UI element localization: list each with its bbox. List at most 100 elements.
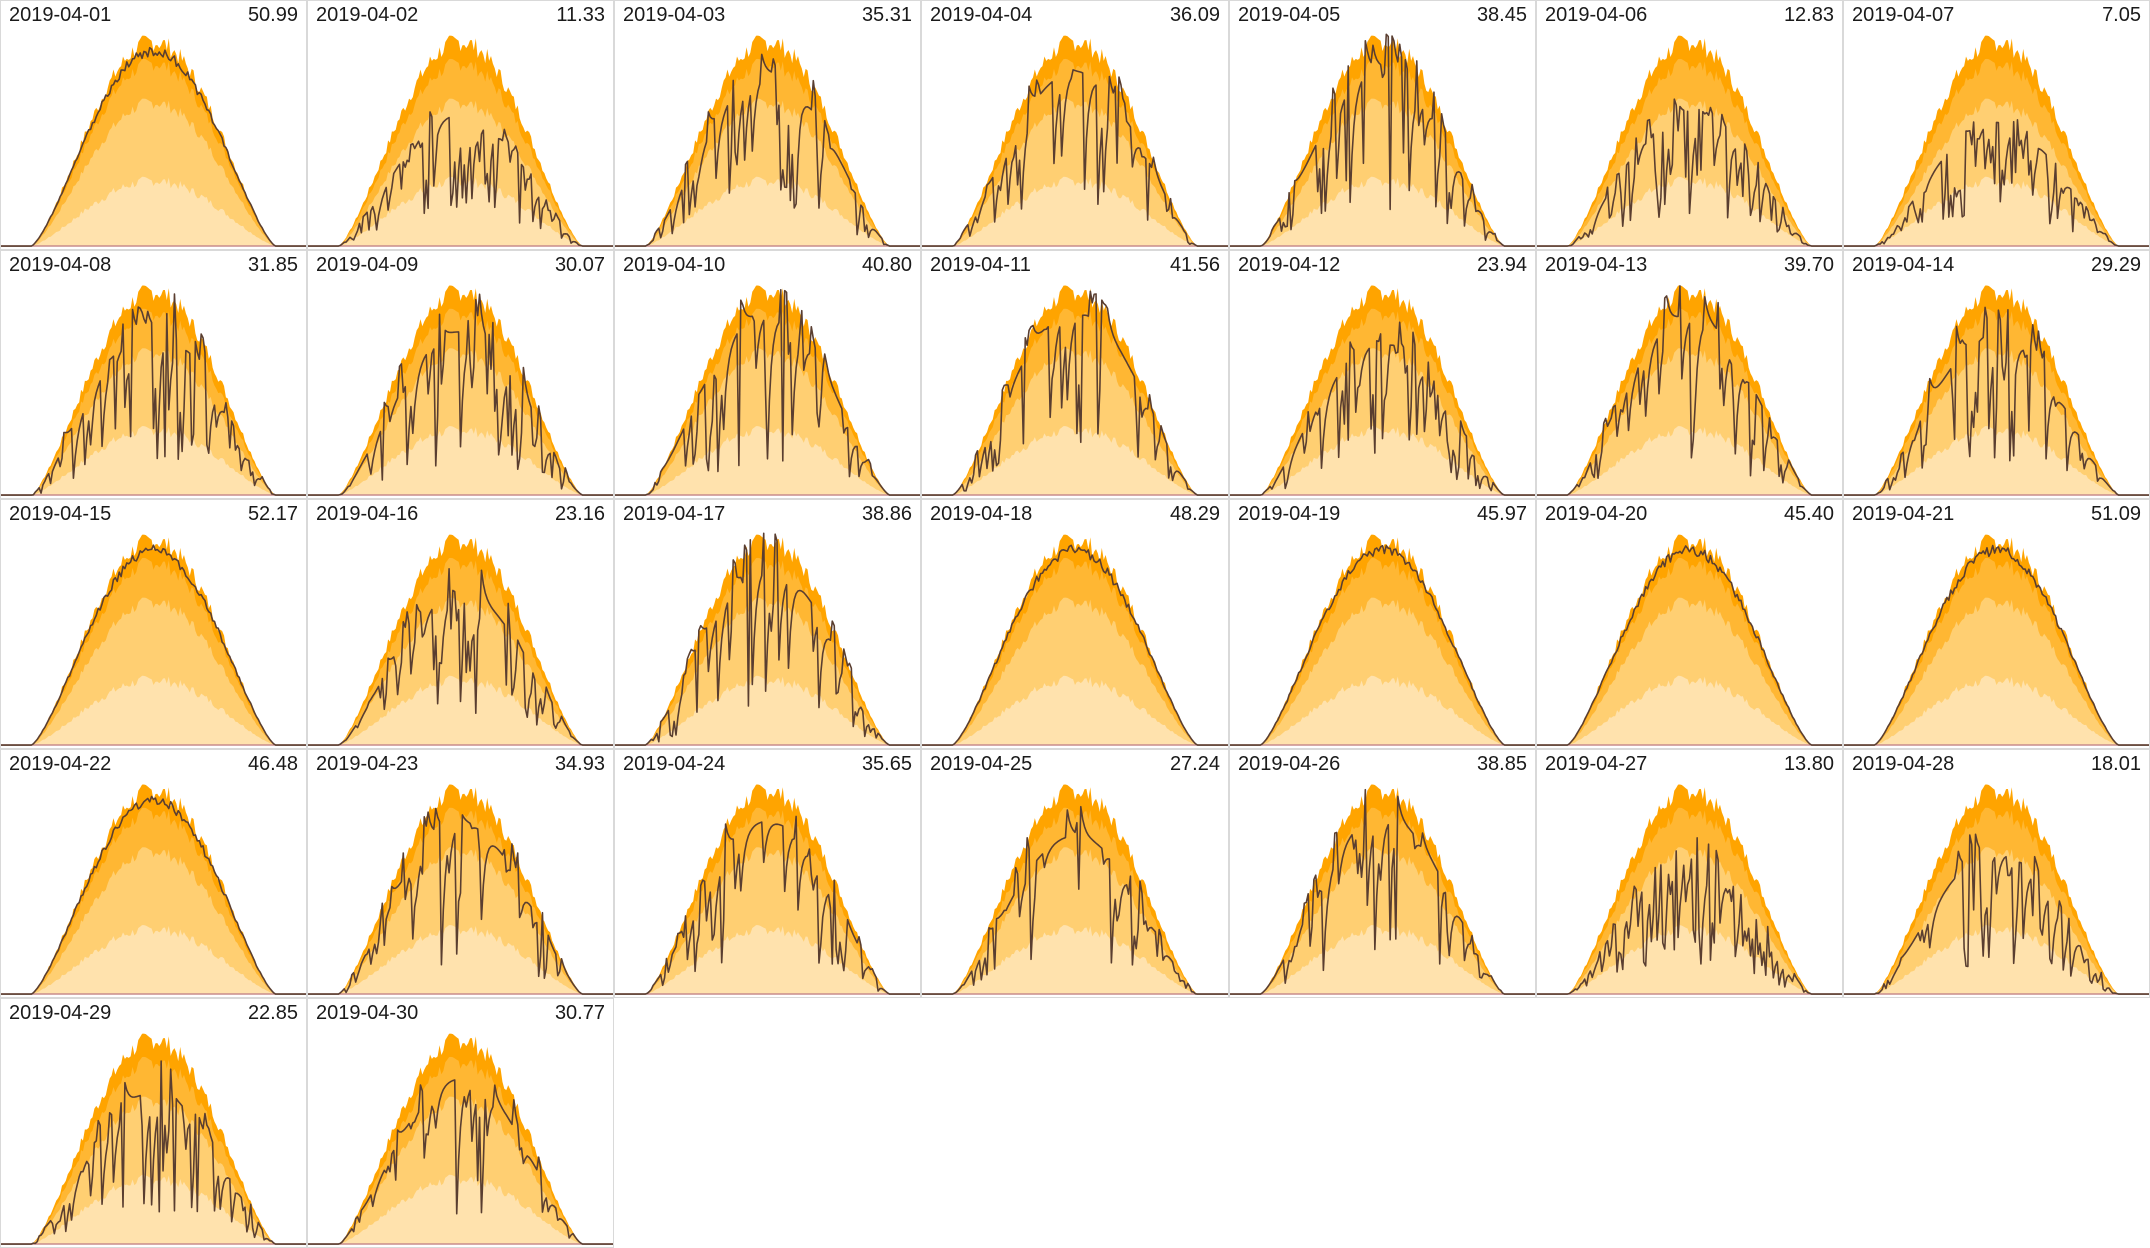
actual-production-line	[1844, 544, 2149, 746]
day-date-label: 2019-04-20	[1545, 503, 1648, 525]
day-total-label: 27.24	[1169, 753, 1220, 775]
day-panel: 2019-04-08 31.85	[0, 250, 307, 499]
day-chart	[1844, 534, 2149, 746]
actual-production-line	[1537, 98, 1842, 247]
actual-production-line	[922, 544, 1228, 746]
day-date-label: 2019-04-28	[1852, 753, 1955, 775]
actual-production-line	[1537, 285, 1842, 496]
day-chart	[1537, 285, 1842, 496]
day-panel: 2019-04-02 11.33	[307, 0, 614, 250]
day-total-label: 46.48	[247, 753, 298, 775]
day-date-label: 2019-04-01	[9, 4, 112, 26]
actual-production-line	[1, 795, 306, 995]
day-panel: 2019-04-14 29.29	[1843, 250, 2150, 499]
day-total-label: 11.33	[556, 4, 605, 26]
band-p75-area	[922, 597, 1228, 746]
day-chart	[1, 35, 306, 247]
day-date-label: 2019-04-10	[623, 254, 726, 276]
day-chart	[1844, 285, 2149, 496]
day-date-label: 2019-04-15	[9, 503, 112, 525]
day-panel: 2019-04-19 45.97	[1229, 499, 1536, 749]
day-chart	[615, 35, 920, 247]
day-date-label: 2019-04-07	[1852, 4, 1955, 26]
band-p75-area	[1844, 847, 2149, 995]
day-chart	[1, 534, 306, 746]
band-p25-area	[308, 1174, 613, 1245]
day-total-label: 40.80	[861, 254, 912, 276]
day-date-label: 2019-04-17	[623, 503, 726, 525]
day-total-label: 35.65	[861, 753, 912, 775]
day-chart	[308, 1033, 613, 1245]
actual-production-line	[922, 69, 1228, 247]
day-panel: 2019-04-01 50.99	[0, 0, 307, 250]
actual-production-line	[1, 544, 306, 746]
band-p75-area	[1, 597, 306, 746]
day-total-label: 48.29	[1169, 503, 1220, 525]
band-p25-area	[1537, 426, 1842, 496]
day-panel: 2019-04-30 30.77	[307, 998, 614, 1248]
band-p25-area	[1230, 925, 1535, 995]
band-p25-area	[1, 176, 306, 247]
day-date-label: 2019-04-27	[1545, 753, 1648, 775]
day-panel: 2019-04-09 30.07	[307, 250, 614, 499]
day-chart	[922, 285, 1228, 496]
day-total-label: 13.80	[1783, 753, 1834, 775]
day-chart	[1230, 285, 1535, 496]
day-total-label: 22.85	[247, 1002, 298, 1024]
day-date-label: 2019-04-06	[1545, 4, 1648, 26]
day-panel: 2019-04-18 48.29	[921, 499, 1229, 749]
band-p75-area	[1537, 597, 1842, 746]
actual-production-line	[1230, 544, 1535, 746]
day-date-label: 2019-04-23	[316, 753, 419, 775]
day-chart	[1844, 35, 2149, 247]
band-p25-area	[1, 675, 306, 746]
day-panel: 2019-04-24 35.65	[614, 749, 921, 998]
actual-production-line	[308, 567, 613, 746]
band-p75-area	[308, 1096, 613, 1245]
day-panel: 2019-04-16 23.16	[307, 499, 614, 749]
band-p25-area	[922, 925, 1228, 995]
day-date-label: 2019-04-11	[930, 254, 1031, 276]
day-chart	[615, 784, 920, 995]
day-chart	[1537, 35, 1842, 247]
day-panel: 2019-04-21 51.09	[1843, 499, 2150, 749]
actual-production-line	[1844, 833, 2149, 995]
day-chart	[1230, 784, 1535, 995]
day-panel: 2019-04-23 34.93	[307, 749, 614, 998]
band-p75-area	[922, 98, 1228, 247]
day-date-label: 2019-04-29	[9, 1002, 112, 1024]
actual-production-line	[922, 805, 1228, 995]
day-chart	[922, 35, 1228, 247]
actual-production-line	[615, 815, 920, 995]
day-date-label: 2019-04-30	[316, 1002, 419, 1024]
band-p25-area	[1, 925, 306, 995]
band-p25-area	[1844, 426, 2149, 496]
band-p25-area	[308, 176, 613, 247]
day-panel: 2019-04-04 36.09	[921, 0, 1229, 250]
day-total-label: 45.97	[1476, 503, 1527, 525]
day-panel: 2019-04-15 52.17	[0, 499, 307, 749]
actual-production-line	[308, 111, 613, 247]
day-date-label: 2019-04-04	[930, 4, 1033, 26]
day-total-label: 51.09	[2090, 503, 2141, 525]
band-p75-area	[1, 98, 306, 247]
day-chart	[1, 1033, 306, 1245]
day-chart	[922, 534, 1228, 746]
actual-production-line	[1, 293, 306, 496]
day-total-label: 30.07	[554, 254, 605, 276]
actual-production-line	[615, 288, 920, 496]
band-p75-area	[1230, 98, 1535, 247]
band-p25-area	[308, 426, 613, 496]
day-total-label: 38.86	[861, 503, 912, 525]
day-chart	[308, 285, 613, 496]
day-chart	[1844, 784, 2149, 995]
day-total-label: 23.94	[1476, 254, 1527, 276]
day-total-label: 39.70	[1783, 254, 1834, 276]
band-p25-area	[922, 675, 1228, 746]
band-p75-area	[615, 847, 920, 995]
day-chart	[1, 784, 306, 995]
day-date-label: 2019-04-08	[9, 254, 112, 276]
day-panel: 2019-04-25 27.24	[921, 749, 1229, 998]
day-date-label: 2019-04-18	[930, 503, 1033, 525]
band-p75-area	[308, 847, 613, 995]
